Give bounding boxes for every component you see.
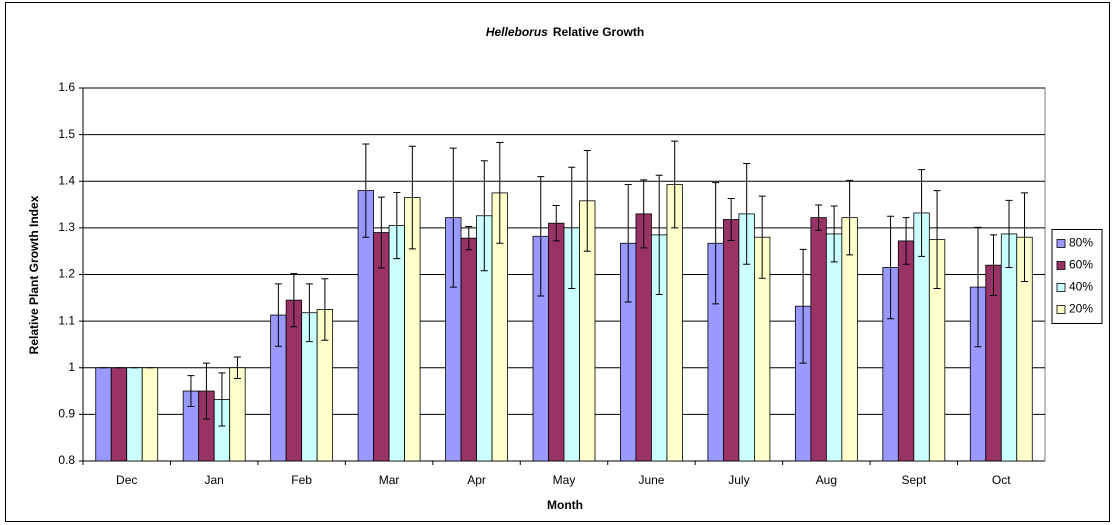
error-bar bbox=[974, 226, 982, 348]
error-bar bbox=[743, 163, 751, 265]
bar bbox=[723, 219, 740, 462]
y-tick-label: 1.6 bbox=[58, 80, 75, 94]
legend-swatch bbox=[1056, 239, 1066, 248]
legend-label: 60% bbox=[1069, 258, 1093, 272]
x-tick-label: Mar bbox=[379, 473, 400, 487]
legend-swatch bbox=[1056, 283, 1066, 292]
error-bar bbox=[815, 204, 823, 231]
error-bar bbox=[758, 195, 766, 279]
error-bar bbox=[902, 217, 910, 265]
bar bbox=[95, 367, 112, 462]
x-tick-label: June bbox=[638, 473, 664, 487]
error-bar bbox=[480, 160, 488, 272]
error-bar bbox=[305, 283, 313, 343]
x-tick-label: Feb bbox=[291, 473, 312, 487]
x-tick-label: July bbox=[728, 473, 749, 487]
bar bbox=[810, 217, 827, 462]
error-bar bbox=[362, 143, 370, 238]
y-tick-label: 1.4 bbox=[58, 173, 75, 187]
bar bbox=[229, 367, 246, 462]
error-bar bbox=[727, 198, 735, 241]
error-bar bbox=[712, 182, 720, 305]
bar bbox=[825, 233, 843, 462]
bar bbox=[548, 222, 565, 462]
error-bar bbox=[799, 248, 807, 364]
x-tick-label: Apr bbox=[467, 473, 486, 487]
error-bar bbox=[290, 273, 298, 328]
error-bar bbox=[568, 166, 576, 289]
x-tick-label: Jan bbox=[205, 473, 224, 487]
error-bar bbox=[830, 205, 838, 263]
error-bar bbox=[624, 184, 632, 303]
error-bar bbox=[274, 283, 282, 347]
error-bar bbox=[537, 176, 545, 297]
x-tick-label: Oct bbox=[992, 473, 1011, 487]
bar bbox=[388, 225, 405, 462]
y-tick-label: 1.5 bbox=[58, 127, 75, 141]
error-bar bbox=[583, 149, 591, 252]
bar bbox=[126, 367, 143, 462]
bar bbox=[897, 240, 915, 462]
bar bbox=[460, 237, 477, 462]
legend-swatch bbox=[1056, 261, 1066, 270]
legend-label: 20% bbox=[1069, 302, 1093, 316]
error-bar bbox=[496, 142, 504, 244]
y-tick-label: 1.2 bbox=[58, 267, 75, 281]
error-bar bbox=[408, 145, 416, 250]
error-bar bbox=[1005, 199, 1013, 269]
legend-swatch bbox=[1056, 305, 1066, 314]
error-bar bbox=[655, 174, 663, 296]
x-tick-label: Sept bbox=[901, 473, 926, 487]
error-bar bbox=[671, 140, 679, 229]
title-italic: Helleborus bbox=[486, 25, 548, 39]
bar bbox=[141, 367, 159, 462]
error-bar bbox=[1021, 192, 1029, 282]
error-bar bbox=[187, 375, 195, 407]
x-tick-label: Aug bbox=[816, 473, 837, 487]
x-axis-title: Month bbox=[547, 498, 583, 512]
y-tick-label: 1 bbox=[68, 360, 75, 374]
error-bar bbox=[202, 362, 210, 420]
error-bar bbox=[377, 196, 385, 269]
y-tick-label: 0.8 bbox=[58, 453, 75, 467]
error-bar bbox=[393, 191, 401, 260]
title-rest: Relative Growth bbox=[553, 25, 644, 39]
error-bar bbox=[465, 225, 473, 251]
error-bar bbox=[846, 179, 854, 256]
error-bar bbox=[887, 215, 895, 320]
error-bar bbox=[449, 147, 457, 288]
error-bar bbox=[933, 190, 941, 289]
y-tick-label: 0.9 bbox=[58, 407, 75, 421]
error-bar bbox=[233, 356, 241, 379]
y-tick-label: 1.3 bbox=[58, 220, 75, 234]
bar bbox=[110, 367, 128, 462]
legend-label: 80% bbox=[1069, 236, 1093, 250]
y-axis-title: Relative Plant Growth Index bbox=[27, 195, 41, 354]
x-tick-label: Dec bbox=[116, 473, 137, 487]
y-tick-label: 1.1 bbox=[58, 313, 75, 327]
x-tick-label: May bbox=[553, 473, 576, 487]
bar bbox=[635, 213, 652, 462]
error-bar bbox=[218, 372, 226, 427]
error-bar bbox=[552, 204, 560, 242]
error-bar bbox=[990, 234, 998, 296]
chart-title: Helleborus Relative Growth bbox=[486, 25, 644, 39]
error-bar bbox=[640, 179, 648, 249]
error-bar bbox=[918, 169, 926, 257]
error-bar bbox=[321, 278, 329, 341]
legend-label: 40% bbox=[1069, 280, 1093, 294]
